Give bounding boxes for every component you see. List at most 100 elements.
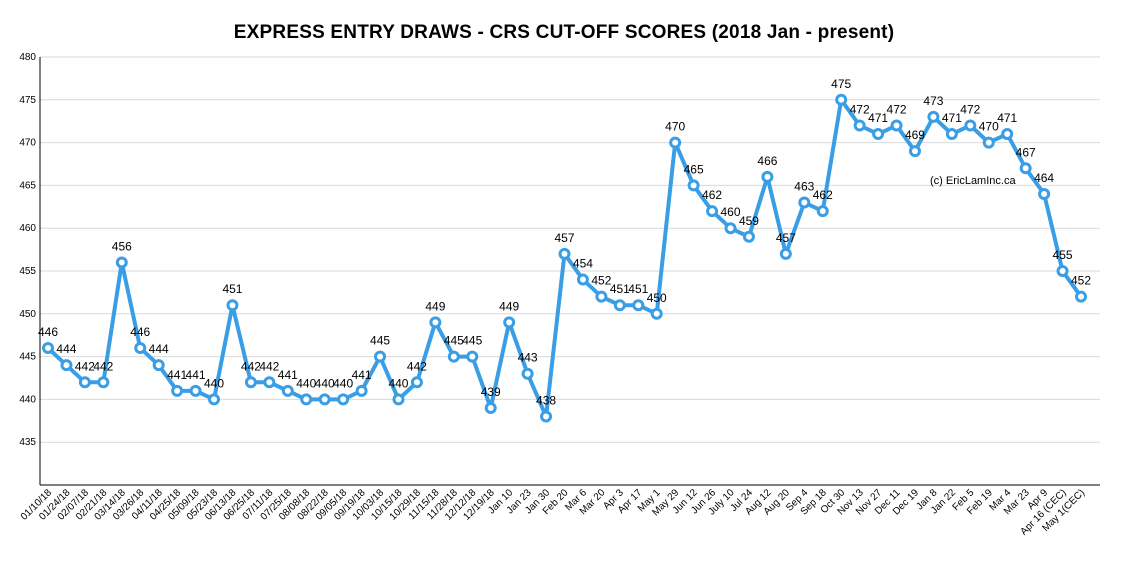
data-label: 442 [75,359,95,373]
data-label: 442 [93,359,113,373]
y-tick-label: 445 [19,352,36,363]
data-point [374,350,387,363]
data-label: 457 [776,231,796,245]
data-point [724,222,737,235]
data-label: 456 [112,239,132,253]
data-point [503,316,516,329]
x-tick-labels: 01/10/1801/24/1802/07/1802/21/1803/14/18… [19,487,1087,538]
data-point [226,299,239,312]
data-point [281,384,294,397]
data-label: 465 [684,162,704,176]
data-point [1056,265,1069,277]
data-label: 469 [905,128,925,142]
data-label: 466 [757,154,777,168]
data-point [355,384,368,397]
data-point [613,299,626,312]
data-label: 457 [554,231,574,245]
y-tick-label: 450 [19,309,36,320]
data-label: 441 [352,368,372,382]
data-point [632,299,645,312]
data-point [318,393,331,406]
axes [39,57,1100,486]
data-point [97,376,110,389]
data-point [798,196,811,209]
data-label: 439 [481,385,501,399]
data-point [669,136,682,149]
data-label: 471 [997,111,1017,125]
data-label: 442 [407,359,427,373]
data-label: 462 [702,188,722,202]
data-point [742,230,755,243]
data-point [337,393,350,406]
data-point [244,376,257,389]
data-label: 455 [1053,248,1073,262]
data-point [521,367,534,380]
data-label: 475 [831,77,851,91]
y-tick-label: 480 [19,52,36,63]
data-point [945,128,958,141]
data-label: 441 [278,368,298,382]
data-label: 472 [960,102,980,116]
data-point [1001,128,1014,141]
data-label: 452 [1071,274,1091,288]
data-label: 451 [222,282,242,296]
data-label: 470 [665,120,685,134]
data-point [300,393,313,406]
data-label: 471 [942,111,962,125]
data-label: 459 [739,214,759,228]
data-point [927,110,940,123]
data-label: 446 [38,325,58,339]
data-label: 449 [499,299,519,313]
data-point [853,119,866,132]
data-label: 443 [518,351,538,365]
data-label: 442 [241,359,261,373]
data-label: 445 [462,334,482,348]
data-label: 440 [204,376,224,390]
data-point [60,359,73,372]
data-point [392,393,405,406]
data-point [1019,162,1032,175]
chart-title: EXPRESS ENTRY DRAWS - CRS CUT-OFF SCORES… [233,22,895,43]
data-label: 472 [887,102,907,116]
data-label: 440 [296,376,316,390]
data-label: 472 [850,102,870,116]
data-label: 473 [923,94,943,108]
data-label: 438 [536,394,556,408]
y-tick-label: 440 [19,394,36,405]
data-point [816,205,829,218]
data-point [484,401,497,414]
data-point [42,342,54,355]
data-label: 471 [868,111,888,125]
data-point [835,93,848,106]
data-point [706,205,719,218]
y-tick-label: 455 [19,266,36,277]
data-point [429,316,442,329]
y-tick-label: 475 [19,95,36,106]
y-tick-label: 460 [19,223,36,234]
data-label: 444 [149,342,169,356]
data-label: 440 [315,376,335,390]
data-point [171,384,184,397]
gridlines [40,56,1100,443]
data-label: 442 [259,359,279,373]
data-label: 440 [333,376,353,390]
data-labels: 4464444424424564464444414414404514424424… [38,77,1091,408]
data-label: 467 [1016,145,1036,159]
y-tick-label: 435 [19,437,36,448]
data-point [761,170,774,183]
data-label: 464 [1034,171,1054,185]
data-point [410,376,423,389]
data-point [208,393,221,406]
data-label: 470 [979,120,999,134]
data-label: 451 [610,282,630,296]
data-label: 445 [370,334,390,348]
data-point [1075,290,1087,303]
data-point [466,350,479,363]
y-tick-labels: 435 440 445 450 455 460 465 470 475 480 [19,52,36,448]
data-point [576,273,589,286]
data-label: 444 [56,342,76,356]
data-label: 445 [444,334,464,348]
data-point [78,376,91,389]
data-label: 460 [721,205,741,219]
